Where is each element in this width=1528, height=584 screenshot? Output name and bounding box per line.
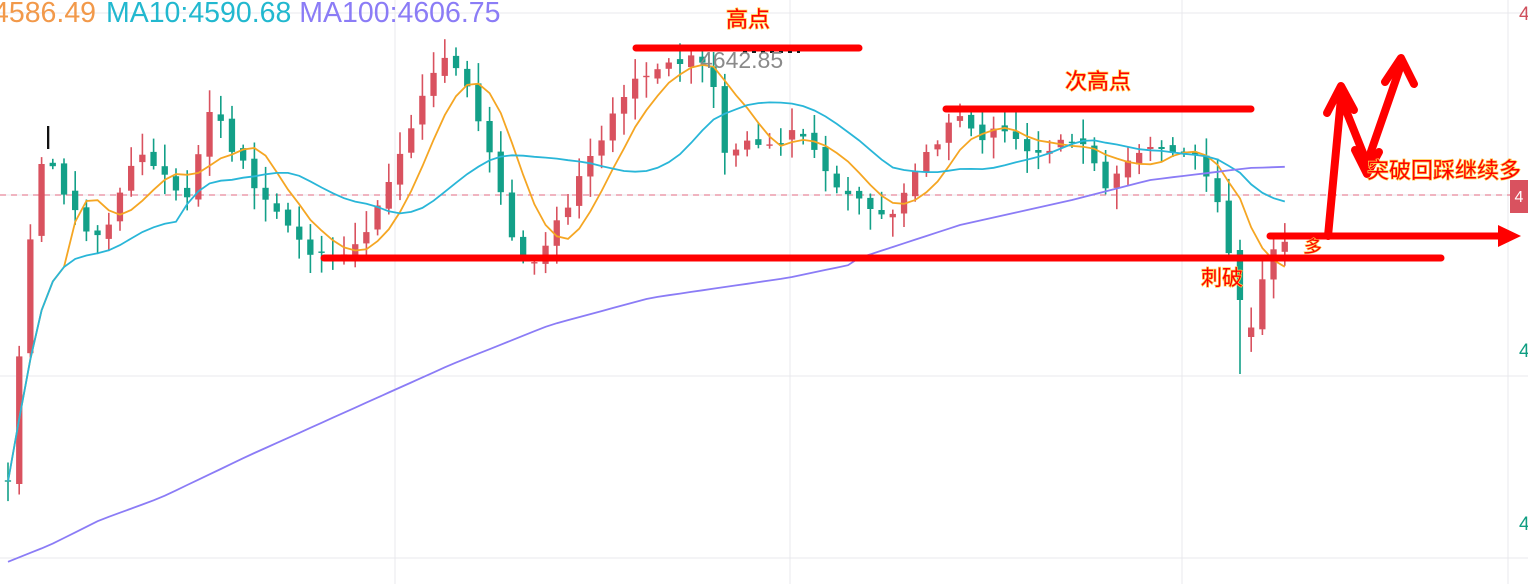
svg-text:4642.85: 4642.85: [700, 47, 783, 73]
svg-text:4: 4: [1515, 189, 1524, 206]
svg-text:高点: 高点: [726, 7, 770, 32]
svg-text:多: 多: [1303, 236, 1324, 258]
svg-text:4: 4: [1519, 341, 1528, 362]
svg-text:4: 4: [1519, 514, 1528, 535]
svg-text:突破回踩继续多: 突破回踩继续多: [1367, 158, 1521, 183]
svg-text:次高点: 次高点: [1065, 69, 1131, 94]
svg-text:刺破: 刺破: [1201, 267, 1243, 290]
svg-text:4: 4: [1519, 4, 1528, 25]
